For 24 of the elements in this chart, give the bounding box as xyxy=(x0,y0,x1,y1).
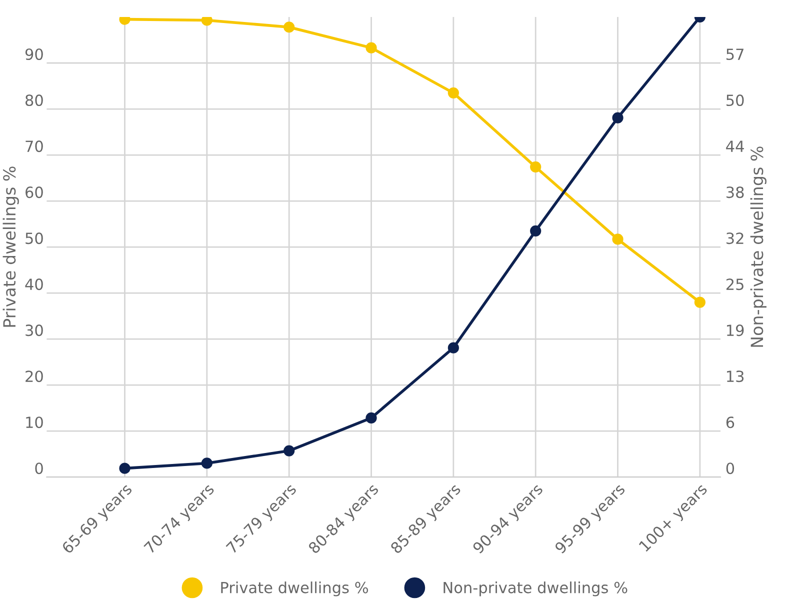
y2-tick-label: 57 xyxy=(726,48,744,60)
y2-axis-title: Non-private dwellings % xyxy=(750,146,766,347)
y2-tick-label: 19 xyxy=(727,324,744,336)
y-tick-label: 60 xyxy=(26,186,43,198)
y-tick-label: 30 xyxy=(26,324,43,336)
y-tick-label: 90 xyxy=(25,48,43,60)
y-axis-title: Private dwellings % xyxy=(2,166,19,327)
y-tick-label: 20 xyxy=(26,370,43,382)
y-tick-label: 10 xyxy=(26,416,43,428)
y2-tick-label: 0 xyxy=(726,462,734,474)
y2-tick-label: 38 xyxy=(726,186,744,198)
y-tick-label: 50 xyxy=(26,232,43,244)
y-tick-label: 70 xyxy=(26,140,43,152)
y-tick-label: 80 xyxy=(26,94,43,106)
y-tick-label: 40 xyxy=(25,278,43,290)
y2-tick-label: 44 xyxy=(726,140,744,152)
legend-label: Non-private dwellings % xyxy=(444,582,628,596)
y-tick-label: 0 xyxy=(35,462,43,474)
y2-tick-label: 6 xyxy=(726,416,734,428)
y2-tick-label: 13 xyxy=(727,370,744,382)
y2-tick-label: 50 xyxy=(726,94,744,106)
legend-label: Private dwellings % xyxy=(221,582,368,596)
y2-tick-label: 32 xyxy=(726,232,744,244)
y2-tick-label: 25 xyxy=(726,278,744,290)
